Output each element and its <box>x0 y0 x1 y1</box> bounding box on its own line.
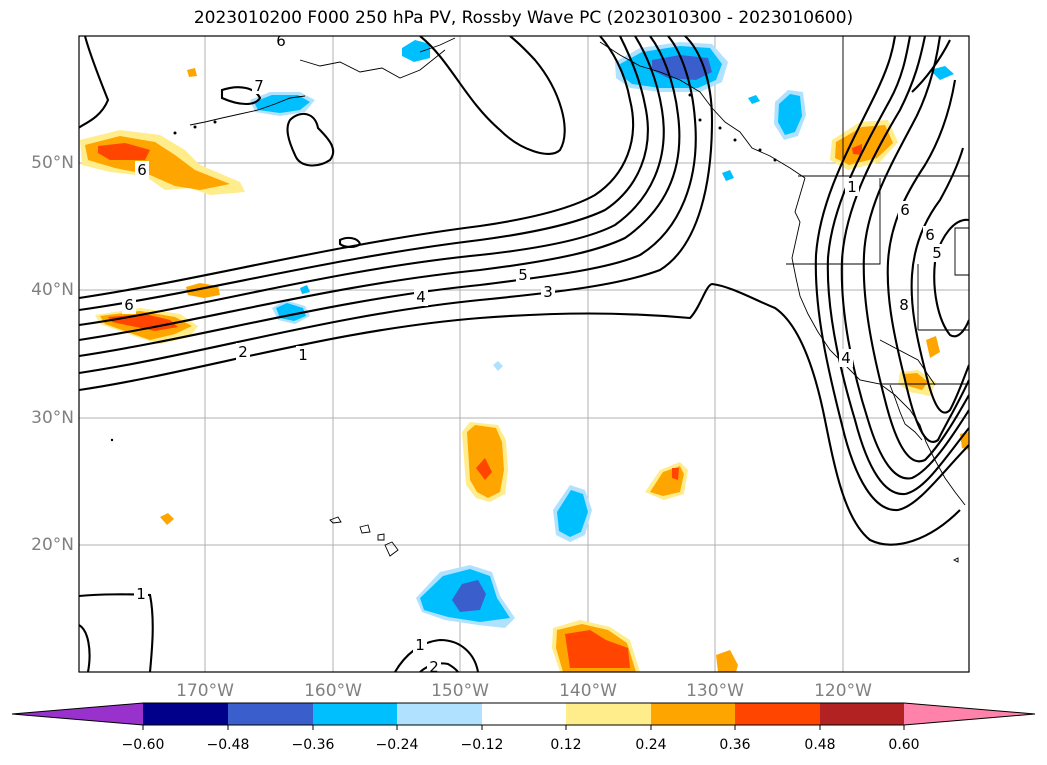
island-dots <box>110 93 777 442</box>
contour-label: 2 <box>429 658 439 676</box>
contour-label: 6 <box>137 161 147 179</box>
latitude-label: 50°N <box>31 153 74 173</box>
contour-label: 1 <box>847 178 857 196</box>
colorbar-swatch <box>143 703 229 725</box>
contour-label: 6 <box>900 201 910 219</box>
colorbar-swatch <box>482 703 568 725</box>
contour-label: 4 <box>841 349 851 367</box>
gridlines <box>79 36 969 672</box>
colorbar-tick-label: −0.36 <box>291 737 335 753</box>
latitude-label: 20°N <box>31 535 74 555</box>
longitude-label: 170°W <box>176 681 234 701</box>
contour-label: 1 <box>415 636 425 654</box>
colorbar-extend-low <box>12 703 143 725</box>
latitude-label: 30°N <box>31 408 74 428</box>
colorbar-swatch <box>651 703 737 725</box>
colorbar-tick-label: 0.60 <box>888 737 920 753</box>
wave-contours <box>79 36 969 672</box>
contour-label: 7 <box>254 77 264 95</box>
colorbar-tick-label: −0.12 <box>460 737 504 753</box>
contour-label: 5 <box>518 266 528 284</box>
colorbar-swatch <box>313 703 399 725</box>
contour-label: 8 <box>899 296 909 314</box>
colorbar-tick-label: 0.48 <box>804 737 836 753</box>
contour-label: 6 <box>124 296 134 314</box>
longitude-label: 160°W <box>304 681 362 701</box>
longitude-label: 150°W <box>431 681 489 701</box>
contour-label: 1 <box>136 585 146 603</box>
colorbar-tick-label: 0.12 <box>550 737 582 753</box>
colorbar-swatch <box>397 703 483 725</box>
plot-frame <box>78 35 970 673</box>
colorbar-tick-label: 0.36 <box>719 737 751 753</box>
plot-area: 7 6 6 6 5 4 3 2 1 1 1 1 2 5 <box>79 32 969 676</box>
contour-label-group: 7 6 6 6 5 4 3 2 1 1 1 1 2 5 <box>122 32 944 676</box>
longitude-label: 130°W <box>686 681 744 701</box>
contour-label: 3 <box>543 283 553 301</box>
colorbar-swatch <box>228 703 314 725</box>
colorbar <box>11 702 1036 730</box>
colorbar-tick-label: −0.24 <box>375 737 419 753</box>
contour-label: 2 <box>238 343 248 361</box>
contour-label: 5 <box>932 244 942 262</box>
colorbar-swatch <box>735 703 821 725</box>
latitude-label: 40°N <box>31 280 74 300</box>
colorbar-tick-label: −0.60 <box>121 737 165 753</box>
contour-label: 4 <box>416 288 426 306</box>
longitude-label: 120°W <box>814 681 872 701</box>
colorbar-tick-label: −0.48 <box>206 737 250 753</box>
colorbar-tick-label: 0.24 <box>635 737 667 753</box>
map-title: 2023010200 F000 250 hPa PV, Rossby Wave … <box>193 8 854 28</box>
positive-anomaly-patches <box>80 68 969 672</box>
contour-label: 1 <box>298 346 308 364</box>
colorbar-swatch <box>566 703 652 725</box>
colorbar-extend-high <box>904 703 1035 725</box>
colorbar-swatch <box>820 703 905 725</box>
longitude-label: 140°W <box>559 681 617 701</box>
contour-label: 6 <box>925 226 935 244</box>
contour-label: 6 <box>276 32 286 50</box>
